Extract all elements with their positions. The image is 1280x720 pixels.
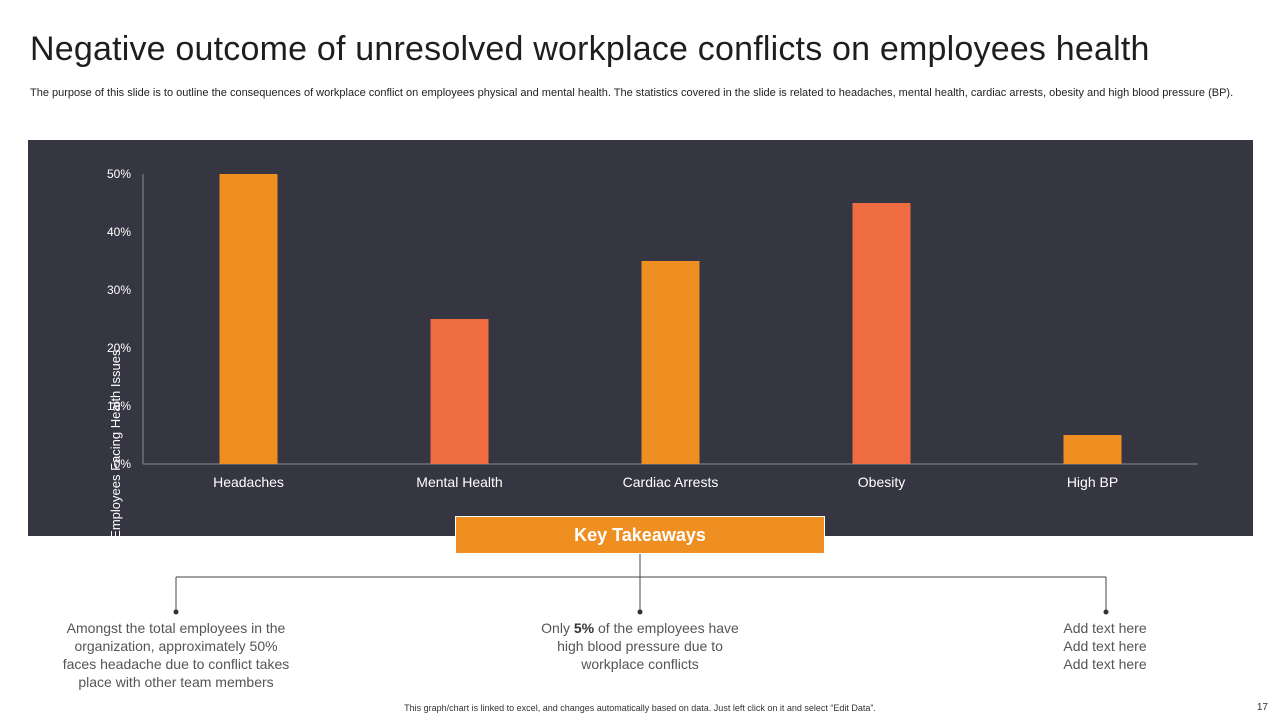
bar-chart: 0% 10% 20% 30% 40% 50% Headaches Mental Health C… bbox=[107, 167, 1198, 490]
bar-obesity bbox=[852, 203, 911, 464]
placeholder-line: Add text here bbox=[1063, 638, 1147, 654]
takeaway-high-bp: Only 5% of the employees have high blood… bbox=[530, 619, 750, 673]
connector-dot-right bbox=[1103, 609, 1109, 615]
footer-note: This graph/chart is linked to excel, and… bbox=[404, 703, 876, 713]
placeholder-line: Add text here bbox=[1063, 620, 1147, 636]
connector-dot-left bbox=[173, 609, 179, 615]
placeholder-line: Add text here bbox=[1063, 656, 1147, 672]
y-tick-label: 30% bbox=[107, 283, 131, 297]
bar-mental-health bbox=[430, 319, 489, 464]
page-number: 17 bbox=[1256, 702, 1268, 713]
slide-title: Negative outcome of unresolved workplace… bbox=[30, 30, 1150, 68]
takeaway-high-bp-post: of the employees have high blood pressur… bbox=[557, 620, 739, 672]
y-tick-label: 20% bbox=[107, 341, 131, 355]
bar-cardiac-arrests bbox=[641, 261, 700, 464]
takeaway-high-bp-pre: Only bbox=[541, 620, 574, 636]
takeaway-high-bp-value: 5% bbox=[573, 620, 595, 636]
x-tick-label: Obesity bbox=[858, 474, 905, 490]
y-tick-label: 50% bbox=[107, 167, 131, 181]
key-takeaways-header: Key Takeaways bbox=[455, 516, 825, 554]
bar-high-bp bbox=[1063, 435, 1122, 464]
x-tick-label: High BP bbox=[1067, 474, 1118, 490]
x-tick-label: Mental Health bbox=[416, 474, 502, 490]
x-tick-label: Headaches bbox=[213, 474, 284, 490]
bar-headaches bbox=[219, 174, 278, 464]
y-tick-label: 10% bbox=[107, 399, 131, 413]
y-tick-label: 40% bbox=[107, 225, 131, 239]
slide-subtitle: The purpose of this slide is to outline … bbox=[30, 87, 1234, 99]
y-tick-label: 0% bbox=[114, 457, 132, 471]
chart-panel: 0% 10% 20% 30% 40% 50% Headaches Mental Health C… bbox=[28, 140, 1253, 568]
takeaway-placeholder: Add text here Add text here Add text her… bbox=[1030, 619, 1180, 673]
connector-dot-center bbox=[637, 609, 643, 615]
takeaway-headache: Amongst the total employees in the organ… bbox=[62, 620, 290, 690]
x-tick-label: Cardiac Arrests bbox=[623, 474, 719, 490]
